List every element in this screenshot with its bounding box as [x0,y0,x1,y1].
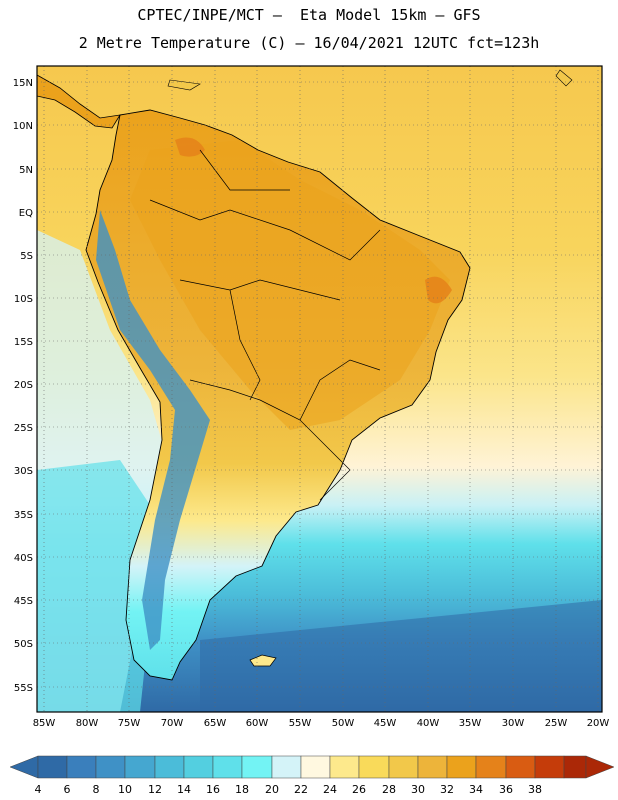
colorbar-swatch [505,755,536,779]
colorbar-label-30: 30 [411,783,425,796]
colorbar-label-24: 24 [323,783,337,796]
colorbar-label-38: 38 [528,783,542,796]
hot-spot-north [175,137,205,157]
lon-label-50w: 50W [332,718,355,729]
colorbar-swatch [534,755,565,779]
colorbar-swatch [124,755,156,779]
colorbar [9,755,615,779]
lat-label-45s: 45S [14,596,33,607]
colorbar-label-4: 4 [35,783,42,796]
lon-label-80w: 80W [76,718,99,729]
country-borders [149,149,381,501]
lon-label-30w: 30W [502,718,525,729]
lon-label-25w: 25W [545,718,568,729]
title-model: CPTEC/INPE/MCT – Eta Model 15km – GFS [137,6,481,24]
colorbar-swatch [241,755,273,779]
lat-label-55s: 55S [14,683,33,694]
andes-cold-ridge [96,210,210,650]
lat-label-15n: 15N [13,78,33,89]
lat-label-35s: 35S [14,510,33,521]
colorbar-label-22: 22 [294,783,308,796]
colorbar-swatch [212,755,243,779]
colorbar-swatch [300,755,331,779]
colorbar-label-36: 36 [499,783,513,796]
lat-label-30s: 30S [14,466,33,477]
colorbar-swatch [183,755,214,779]
lat-label-10n: 10N [13,121,33,132]
colorbar-label-28: 28 [382,783,396,796]
lat-label-5s: 5S [20,251,33,262]
lon-label-55w: 55W [289,718,312,729]
colorbar-arrow-left [9,755,39,779]
southern-deep-zone [200,600,602,712]
lat-label-40s: 40S [14,553,33,564]
lon-label-35w: 35W [459,718,482,729]
lon-label-20w: 20W [587,718,610,729]
lat-label-20s: 20S [14,380,33,391]
colorbar-label-20: 20 [265,783,279,796]
colorbar-swatch [37,755,68,779]
colorbar-label-8: 8 [93,783,100,796]
colorbar-swatch [66,755,97,779]
colorbar-swatch [563,755,587,779]
title-field: 2 Metre Temperature (C) – 16/04/2021 12U… [78,34,540,52]
colorbar-label-16: 16 [206,783,220,796]
lon-label-65w: 65W [204,718,227,729]
lon-label-45w: 45W [374,718,397,729]
lon-label-40w: 40W [417,718,440,729]
central-america-land [37,74,121,129]
falkland-islands [249,654,277,667]
longitude-axis: 85W 80W 75W 70W 65W 60W 55W 50W 45W 40W … [33,718,610,729]
caribbean-island-2 [555,69,573,87]
lat-label-5n: 5N [19,165,33,176]
lon-label-75w: 75W [118,718,141,729]
colorbar-swatch [446,755,477,779]
colorbar-swatch [475,755,507,779]
lat-label-10s: 10S [14,294,33,305]
lon-label-85w: 85W [33,718,56,729]
colorbar-label-12: 12 [148,783,162,796]
colorbar-swatch [358,755,390,779]
colorbar-swatch [154,755,185,779]
latitude-axis: 15N 10N 5N EQ 5S 10S 15S 20S 25S 30S 35S… [13,78,33,694]
colorbar-label-6: 6 [64,783,71,796]
colorbar-label-10: 10 [118,783,132,796]
map-frame [36,65,603,713]
lat-label-15s: 15S [14,337,33,348]
colorbar-swatch [95,755,126,779]
colorbar-swatch [388,755,419,779]
lat-label-eq: EQ [19,208,33,219]
colorbar-labels: 4 6 8 10 12 14 16 18 20 22 24 26 28 30 3… [35,783,543,796]
warm-interior [130,140,450,430]
colorbar-swatch [417,755,448,779]
colorbar-label-26: 26 [352,783,366,796]
lat-label-25s: 25S [14,423,33,434]
colorbar-label-18: 18 [235,783,249,796]
colorbar-label-32: 32 [440,783,454,796]
colorbar-arrow-right [585,755,615,779]
hot-spot-northeast [425,276,452,304]
colorbar-label-34: 34 [469,783,483,796]
lon-label-70w: 70W [161,718,184,729]
colorbar-swatch [329,755,360,779]
colorbar-swatch [271,755,302,779]
colorbar-label-14: 14 [177,783,191,796]
lon-label-60w: 60W [246,718,269,729]
lat-label-50s: 50S [14,639,33,650]
caribbean-island-1 [167,79,201,91]
